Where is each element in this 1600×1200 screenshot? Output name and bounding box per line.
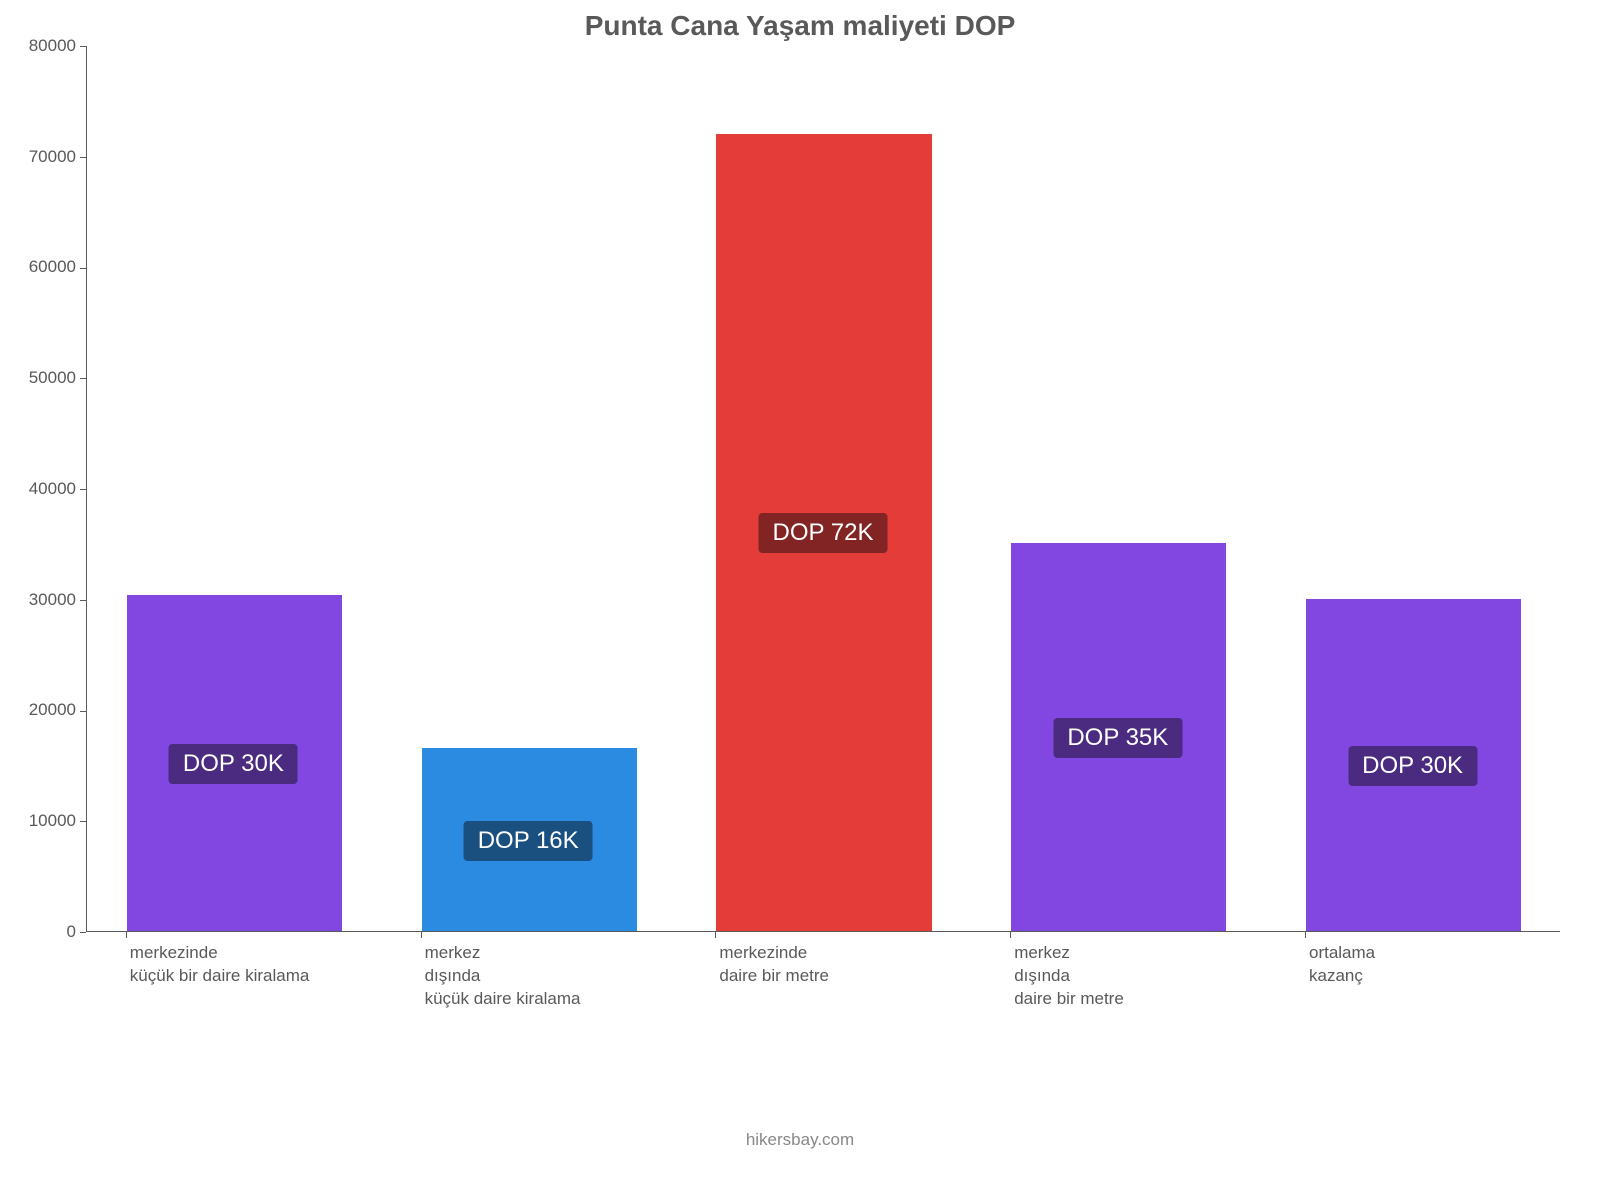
bar-value-label: DOP 30K	[1348, 746, 1477, 786]
y-axis-tick-label: 10000	[29, 811, 76, 831]
y-axis-tick-label: 40000	[29, 479, 76, 499]
y-axis-tick-label: 20000	[29, 700, 76, 720]
y-axis-tick-mark	[80, 821, 86, 822]
chart-title: Punta Cana Yaşam maliyeti DOP	[0, 10, 1600, 42]
bar-value-label: DOP 72K	[759, 513, 888, 553]
x-axis-tick-mark	[1010, 932, 1011, 938]
x-axis-category-label: merkezinde daire bir metre	[719, 942, 829, 988]
y-axis-tick-mark	[80, 932, 86, 933]
bar-value-label: DOP 35K	[1053, 718, 1182, 758]
chart-attribution: hikersbay.com	[0, 1130, 1600, 1150]
x-axis-category-label: merkez dışında daire bir metre	[1014, 942, 1124, 1011]
x-axis-tick-mark	[421, 932, 422, 938]
cost-of-living-chart: Punta Cana Yaşam maliyeti DOP hikersbay.…	[0, 0, 1600, 1200]
plot-area	[86, 46, 1560, 932]
y-axis-tick-mark	[80, 489, 86, 490]
y-axis-tick-mark	[80, 378, 86, 379]
x-axis-category-label: merkez dışında küçük daire kiralama	[425, 942, 581, 1011]
y-axis-tick-mark	[80, 268, 86, 269]
x-axis-tick-mark	[126, 932, 127, 938]
y-axis-tick-label: 70000	[29, 147, 76, 167]
x-axis-tick-mark	[715, 932, 716, 938]
y-axis-tick-mark	[80, 46, 86, 47]
y-axis-tick-mark	[80, 600, 86, 601]
y-axis-tick-mark	[80, 157, 86, 158]
y-axis-tick-mark	[80, 711, 86, 712]
y-axis-tick-label: 30000	[29, 590, 76, 610]
y-axis-tick-label: 0	[67, 922, 76, 942]
y-axis-tick-label: 80000	[29, 36, 76, 56]
bar-value-label: DOP 16K	[464, 821, 593, 861]
bar-value-label: DOP 30K	[169, 744, 298, 784]
x-axis-category-label: ortalama kazanç	[1309, 942, 1375, 988]
x-axis-category-label: merkezinde küçük bir daire kiralama	[130, 942, 310, 988]
y-axis-tick-label: 60000	[29, 257, 76, 277]
x-axis-tick-mark	[1305, 932, 1306, 938]
y-axis-tick-label: 50000	[29, 368, 76, 388]
